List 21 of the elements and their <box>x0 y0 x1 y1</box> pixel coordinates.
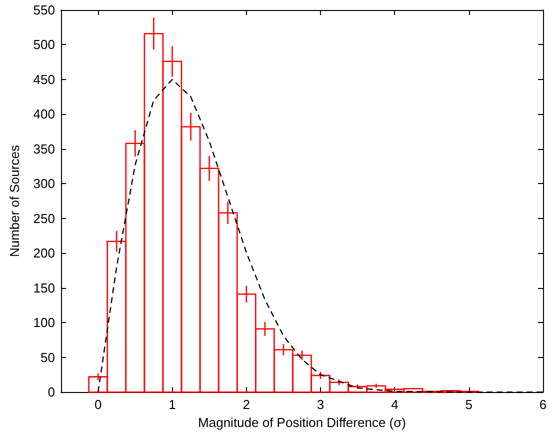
x-tick-label: 5 <box>465 397 472 412</box>
y-axis-title: Number of Sources <box>7 144 22 258</box>
y-tick-label: 400 <box>33 106 55 122</box>
y-tick-label: 100 <box>33 315 55 330</box>
y-tick-label: 250 <box>33 210 55 226</box>
x-axis-title: Magnitude of Position Difference (σ) <box>198 415 406 430</box>
y-tick-label: 500 <box>33 37 55 52</box>
x-tick-label: 0 <box>94 397 102 412</box>
x-tick-label: 3 <box>316 397 324 412</box>
x-tick-label: 4 <box>391 397 398 412</box>
x-tick-label: 6 <box>539 397 547 412</box>
y-tick-label: 300 <box>33 176 55 192</box>
y-tick-label: 50 <box>40 350 55 365</box>
y-tick-label: 450 <box>33 72 55 87</box>
x-tick-label: 2 <box>242 397 250 412</box>
y-tick-label: 200 <box>33 246 55 261</box>
y-tick-label: 350 <box>33 141 55 156</box>
y-tick-label: 0 <box>48 384 55 400</box>
x-tick-label: 1 <box>168 397 176 412</box>
y-tick-label: 150 <box>33 280 55 296</box>
y-tick-label: 550 <box>33 2 55 18</box>
